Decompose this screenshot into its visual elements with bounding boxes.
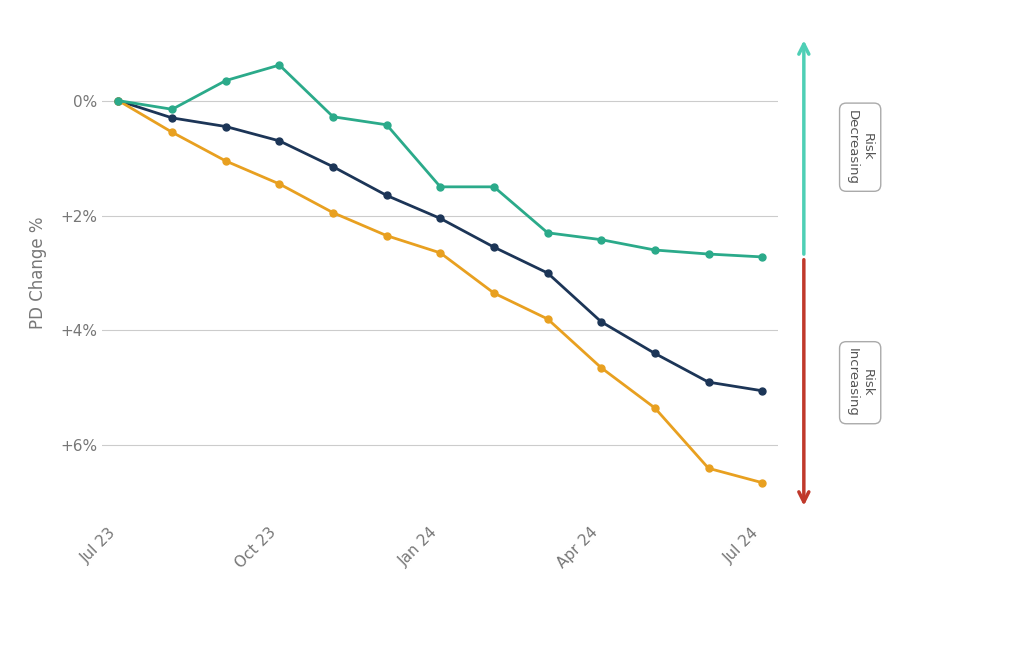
Text: Risk
Decreasing: Risk Decreasing [846, 110, 874, 185]
Text: Risk
Increasing: Risk Increasing [846, 348, 874, 417]
Y-axis label: PD Change %: PD Change % [29, 216, 46, 330]
